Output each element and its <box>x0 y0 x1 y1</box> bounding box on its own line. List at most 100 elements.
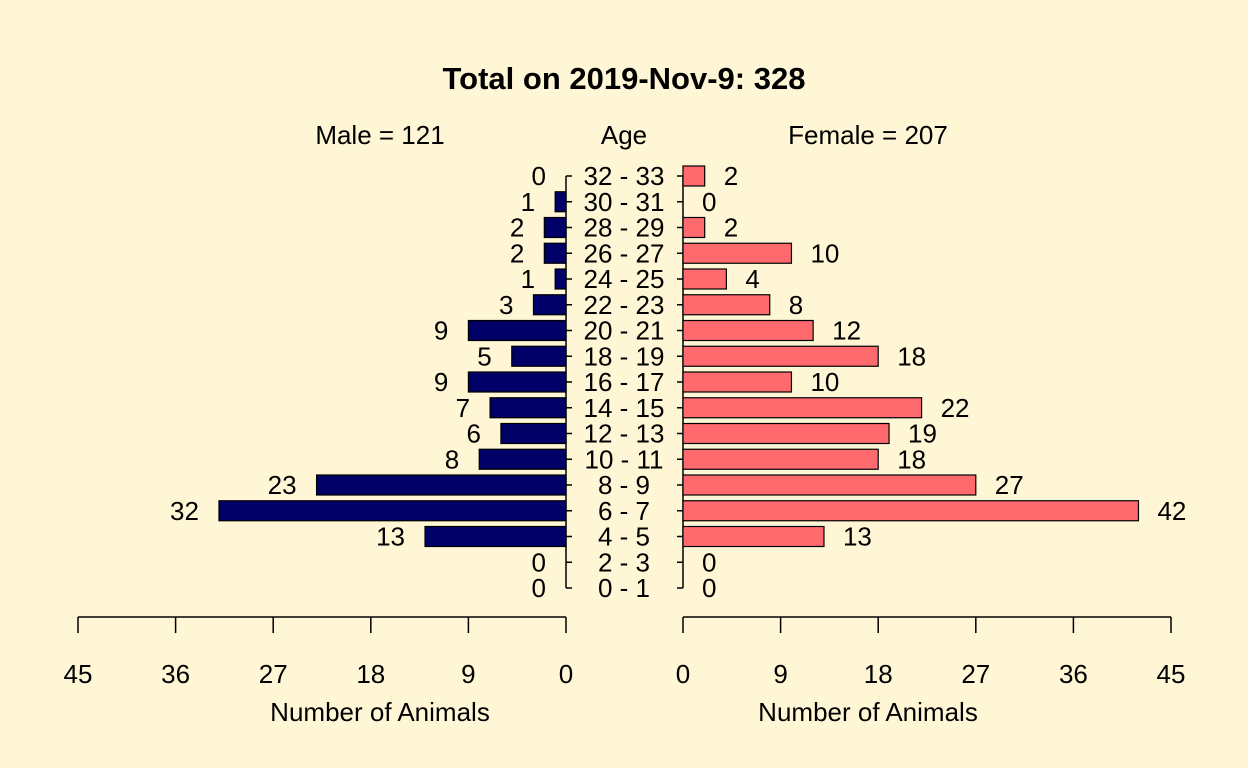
male-x-tick-label: 18 <box>356 659 385 689</box>
age-category-label: 0 - 1 <box>598 573 650 603</box>
male-value-label: 23 <box>268 470 297 500</box>
male-bar <box>543 242 567 264</box>
x-axis-label-male: Number of Animals <box>270 697 490 727</box>
male-bar <box>467 319 567 342</box>
female-value-label: 19 <box>908 419 937 449</box>
age-category-label: 18 - 19 <box>584 341 665 371</box>
female-value-label: 18 <box>897 341 926 371</box>
age-category-label: 32 - 33 <box>584 161 665 191</box>
male-bar <box>554 191 567 213</box>
female-bar <box>682 525 825 548</box>
female-bar <box>682 165 706 187</box>
male-value-label: 1 <box>521 264 535 294</box>
male-bar <box>489 397 567 419</box>
female-x-tick-label: 45 <box>1157 659 1186 689</box>
male-x-tick-label: 36 <box>161 659 190 689</box>
female-value-label: 0 <box>702 547 716 577</box>
plot-area: 0 00 - 10 02 - 313 134 - 532 426 - 723 278 - … <box>64 161 1187 689</box>
male-value-label: 2 <box>510 213 524 243</box>
male-value-label: 0 <box>532 573 546 603</box>
age-category-label: 12 - 13 <box>584 419 665 449</box>
female-value-label: 12 <box>832 316 861 346</box>
male-value-label: 1 <box>521 187 535 217</box>
male-value-label: 8 <box>445 444 459 474</box>
male-value-label: 0 <box>532 161 546 191</box>
age-category-label: 30 - 31 <box>584 187 665 217</box>
male-bar <box>511 345 567 367</box>
age-category-label: 10 - 11 <box>584 444 663 474</box>
male-bar <box>500 422 567 445</box>
male-x-tick-label: 27 <box>259 659 288 689</box>
age-category-label: 20 - 21 <box>584 316 665 346</box>
female-bar <box>682 242 793 264</box>
female-bar <box>682 448 879 470</box>
female-x-tick-label: 0 <box>676 659 690 689</box>
male-bar <box>218 500 567 522</box>
male-value-label: 9 <box>434 367 448 397</box>
age-category-label: 24 - 25 <box>584 264 665 294</box>
age-category-label: 4 - 5 <box>598 522 650 552</box>
female-header: Female = 207 <box>788 120 948 150</box>
male-bar <box>315 474 567 496</box>
female-value-label: 0 <box>702 187 716 217</box>
male-value-label: 2 <box>510 238 524 268</box>
age-category-label: 8 - 9 <box>598 470 650 500</box>
female-bar <box>682 345 879 367</box>
age-category-label: 22 - 23 <box>584 290 665 320</box>
female-bar <box>682 397 923 419</box>
x-axis-label-female: Number of Animals <box>758 697 978 727</box>
chart-title: Total on 2019-Nov-9: 328 <box>443 61 806 96</box>
age-header: Age <box>601 120 647 150</box>
female-bar <box>682 268 727 290</box>
female-x-tick-label: 9 <box>773 659 787 689</box>
female-x-tick-label: 36 <box>1059 659 1088 689</box>
female-bar <box>682 319 814 342</box>
female-bar <box>682 294 771 316</box>
age-category-label: 2 - 3 <box>598 547 650 577</box>
female-value-label: 4 <box>745 264 759 294</box>
age-category-label: 26 - 27 <box>584 238 665 268</box>
female-bar <box>682 500 1140 522</box>
male-bar <box>532 294 567 316</box>
male-bar <box>543 216 567 239</box>
female-value-label: 10 <box>810 238 839 268</box>
female-bar <box>682 422 890 445</box>
male-value-label: 13 <box>376 522 405 552</box>
female-value-label: 0 <box>702 573 716 603</box>
age-category-label: 28 - 29 <box>584 213 665 243</box>
female-value-label: 42 <box>1157 496 1186 526</box>
male-value-label: 3 <box>499 290 513 320</box>
female-value-label: 2 <box>724 161 738 191</box>
male-value-label: 32 <box>170 496 199 526</box>
male-header: Male = 121 <box>315 120 444 150</box>
male-bar <box>424 525 567 548</box>
male-bar <box>554 268 567 290</box>
age-category-label: 16 - 17 <box>584 367 665 397</box>
male-value-label: 7 <box>456 393 470 423</box>
male-value-label: 6 <box>466 419 480 449</box>
male-value-label: 5 <box>477 341 491 371</box>
female-value-label: 22 <box>941 393 970 423</box>
male-x-tick-label: 9 <box>461 659 475 689</box>
male-bar <box>478 448 567 470</box>
age-category-label: 6 - 7 <box>598 496 650 526</box>
female-bar <box>682 371 793 393</box>
female-value-label: 18 <box>897 444 926 474</box>
male-bar <box>467 371 567 393</box>
male-x-tick-label: 45 <box>64 659 93 689</box>
female-bar <box>682 216 706 239</box>
male-value-label: 9 <box>434 316 448 346</box>
age-category-label: 14 - 15 <box>584 393 665 423</box>
female-x-tick-label: 27 <box>961 659 990 689</box>
male-x-tick-label: 0 <box>559 659 573 689</box>
female-value-label: 8 <box>789 290 803 320</box>
female-bar <box>682 474 977 496</box>
male-value-label: 0 <box>532 547 546 577</box>
female-value-label: 13 <box>843 522 872 552</box>
female-x-tick-label: 18 <box>864 659 893 689</box>
female-value-label: 10 <box>810 367 839 397</box>
female-value-label: 2 <box>724 213 738 243</box>
female-value-label: 27 <box>995 470 1024 500</box>
